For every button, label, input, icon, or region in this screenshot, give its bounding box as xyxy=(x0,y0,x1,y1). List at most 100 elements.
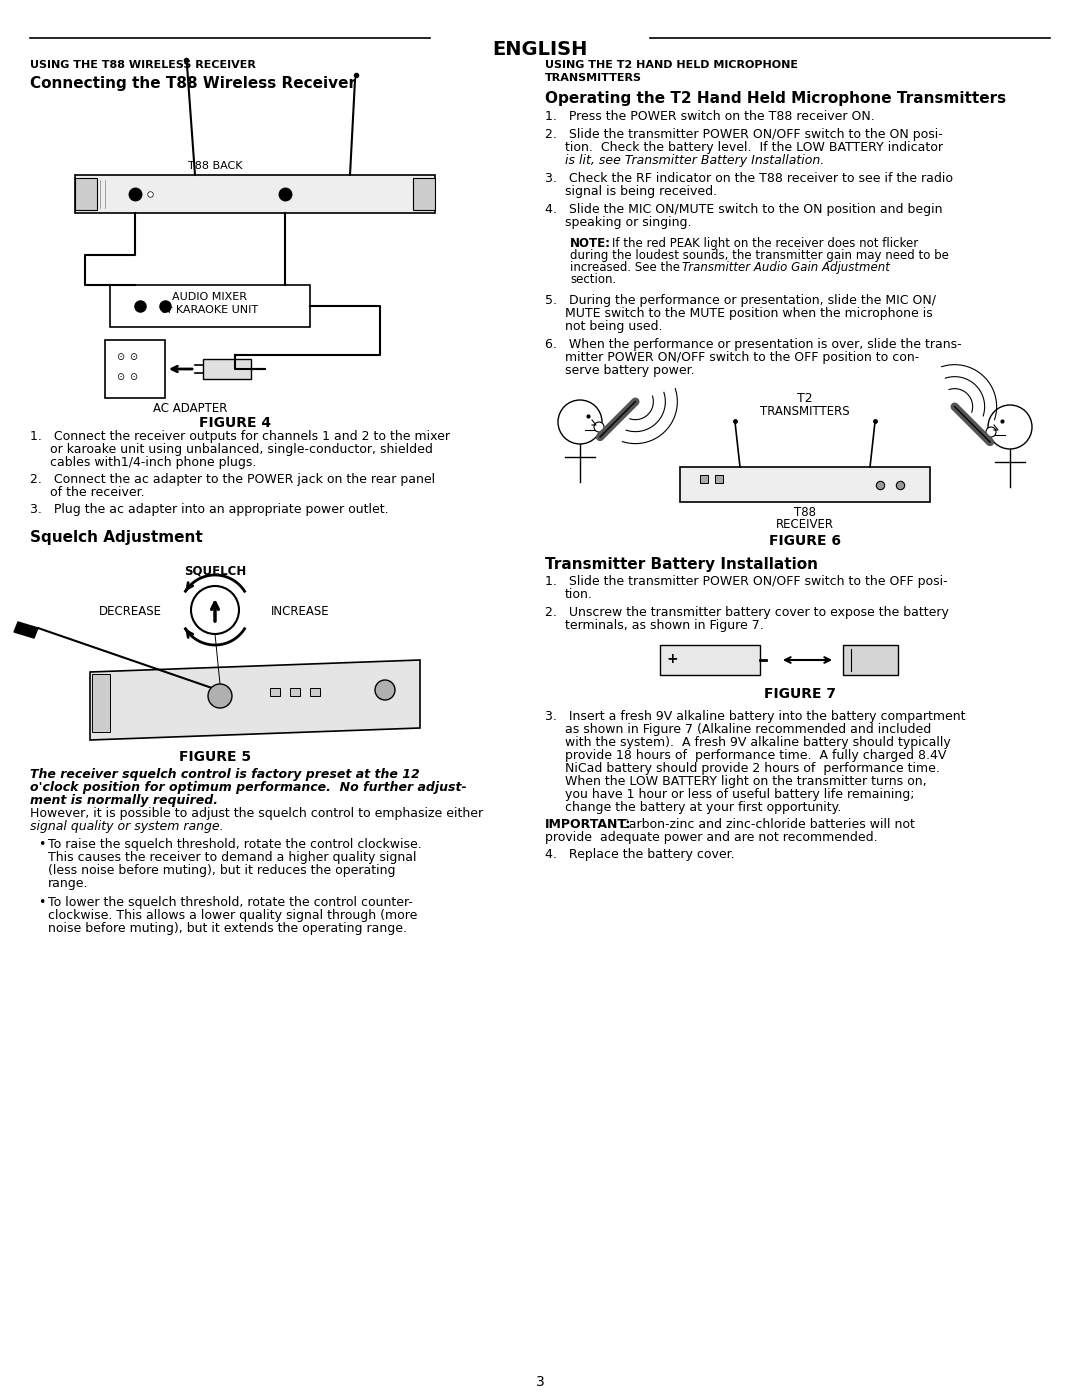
Text: provide  adequate power and are not recommended.: provide adequate power and are not recom… xyxy=(545,831,878,844)
Text: Transmitter Battery Installation: Transmitter Battery Installation xyxy=(545,557,818,571)
Text: provide 18 hours of  performance time.  A fully charged 8.4V: provide 18 hours of performance time. A … xyxy=(565,749,946,761)
Text: 6.   When the performance or presentation is over, slide the trans-: 6. When the performance or presentation … xyxy=(545,338,961,351)
Text: AUDIO MIXER: AUDIO MIXER xyxy=(173,292,247,302)
Text: you have 1 hour or less of useful battery life remaining;: you have 1 hour or less of useful batter… xyxy=(565,788,915,800)
Circle shape xyxy=(594,422,604,432)
Bar xyxy=(291,687,300,696)
Text: USING THE T2 HAND HELD MICROPHONE: USING THE T2 HAND HELD MICROPHONE xyxy=(545,60,798,70)
Text: Carbon-zinc and zinc-chloride batteries will not: Carbon-zinc and zinc-chloride batteries … xyxy=(620,819,915,831)
Text: Operating the T2 Hand Held Microphone Transmitters: Operating the T2 Hand Held Microphone Tr… xyxy=(545,91,1007,106)
Text: terminals, as shown in Figure 7.: terminals, as shown in Figure 7. xyxy=(565,619,764,631)
Text: ⊙: ⊙ xyxy=(129,372,137,381)
Text: 3: 3 xyxy=(536,1375,544,1389)
Text: signal is being received.: signal is being received. xyxy=(565,184,717,198)
Text: SQUELCH: SQUELCH xyxy=(184,564,246,578)
Circle shape xyxy=(986,427,996,437)
Text: or KARAOKE UNIT: or KARAOKE UNIT xyxy=(161,305,258,314)
Text: To lower the squelch threshold, rotate the control counter-: To lower the squelch threshold, rotate t… xyxy=(48,895,413,909)
Text: 3.   Plug the ac adapter into an appropriate power outlet.: 3. Plug the ac adapter into an appropria… xyxy=(30,503,389,515)
Text: FIGURE 6: FIGURE 6 xyxy=(769,534,841,548)
Text: 5.   During the performance or presentation, slide the MIC ON/: 5. During the performance or presentatio… xyxy=(545,293,936,307)
Text: of the receiver.: of the receiver. xyxy=(50,486,145,499)
Text: or karoake unit using unbalanced, single-conductor, shielded: or karoake unit using unbalanced, single… xyxy=(50,443,433,455)
Text: 2.   Connect the ac adapter to the POWER jack on the rear panel: 2. Connect the ac adapter to the POWER j… xyxy=(30,474,435,486)
Bar xyxy=(680,467,930,502)
Text: ⊙: ⊙ xyxy=(129,352,137,362)
Text: 2.   Slide the transmitter POWER ON/OFF switch to the ON posi-: 2. Slide the transmitter POWER ON/OFF sw… xyxy=(545,129,943,141)
Bar xyxy=(270,687,280,696)
Text: DECREASE: DECREASE xyxy=(98,605,162,617)
Text: TRANSMITTERS: TRANSMITTERS xyxy=(760,405,850,418)
Bar xyxy=(75,175,435,212)
Text: TRANSMITTERS: TRANSMITTERS xyxy=(545,73,642,82)
Text: If the red PEAK light on the receiver does not flicker: If the red PEAK light on the receiver do… xyxy=(612,237,918,250)
Text: T88: T88 xyxy=(794,506,816,520)
Text: change the battery at your first opportunity.: change the battery at your first opportu… xyxy=(565,800,841,814)
Text: 2.   Unscrew the transmitter battery cover to expose the battery: 2. Unscrew the transmitter battery cover… xyxy=(545,606,949,619)
Text: However, it is possible to adjust the squelch control to emphasize either: However, it is possible to adjust the sq… xyxy=(30,807,483,820)
Text: as shown in Figure 7 (Alkaline recommended and included: as shown in Figure 7 (Alkaline recommend… xyxy=(565,724,931,736)
Text: 1.   Slide the transmitter POWER ON/OFF switch to the OFF posi-: 1. Slide the transmitter POWER ON/OFF sw… xyxy=(545,576,947,588)
Text: USING THE T88 WIRELESS RECEIVER: USING THE T88 WIRELESS RECEIVER xyxy=(30,60,256,70)
Text: serve battery power.: serve battery power. xyxy=(565,365,694,377)
Polygon shape xyxy=(90,659,420,740)
Bar xyxy=(700,475,708,483)
Text: 4.   Slide the MIC ON/MUTE switch to the ON position and begin: 4. Slide the MIC ON/MUTE switch to the O… xyxy=(545,203,943,217)
Bar xyxy=(203,359,251,379)
Text: ⊙: ⊙ xyxy=(116,352,124,362)
Text: T2: T2 xyxy=(797,393,813,405)
Bar xyxy=(413,177,435,210)
Text: mitter POWER ON/OFF switch to the OFF position to con-: mitter POWER ON/OFF switch to the OFF po… xyxy=(565,351,919,365)
Text: (less noise before muting), but it reduces the operating: (less noise before muting), but it reduc… xyxy=(48,863,395,877)
Bar xyxy=(75,177,97,210)
Circle shape xyxy=(558,400,602,444)
Text: IMPORTANT:: IMPORTANT: xyxy=(545,819,632,831)
Text: T88 BACK: T88 BACK xyxy=(188,161,242,170)
Circle shape xyxy=(208,685,232,708)
Text: 3.   Check the RF indicator on the T88 receiver to see if the radio: 3. Check the RF indicator on the T88 rec… xyxy=(545,172,953,184)
Bar xyxy=(110,285,310,327)
Text: section.: section. xyxy=(570,272,617,286)
Text: is lit, see Transmitter Battery Installation.: is lit, see Transmitter Battery Installa… xyxy=(565,154,824,168)
Text: NiCad battery should provide 2 hours of  performance time.: NiCad battery should provide 2 hours of … xyxy=(565,761,940,775)
Text: speaking or singing.: speaking or singing. xyxy=(565,217,691,229)
Text: This causes the receiver to demand a higher quality signal: This causes the receiver to demand a hig… xyxy=(48,851,417,863)
Bar xyxy=(715,475,723,483)
Bar xyxy=(310,687,320,696)
Text: during the loudest sounds, the transmitter gain may need to be: during the loudest sounds, the transmitt… xyxy=(570,249,949,263)
Text: not being used.: not being used. xyxy=(565,320,662,332)
Text: ment is normally required.: ment is normally required. xyxy=(30,793,218,807)
Text: signal quality or system range.: signal quality or system range. xyxy=(30,820,224,833)
Text: MUTE switch to the MUTE position when the microphone is: MUTE switch to the MUTE position when th… xyxy=(565,307,933,320)
Circle shape xyxy=(375,680,395,700)
Text: To raise the squelch threshold, rotate the control clockwise.: To raise the squelch threshold, rotate t… xyxy=(48,838,422,851)
Text: Connecting the T88 Wireless Receiver: Connecting the T88 Wireless Receiver xyxy=(30,75,356,91)
Text: ENGLISH: ENGLISH xyxy=(492,41,588,59)
Text: noise before muting), but it extends the operating range.: noise before muting), but it extends the… xyxy=(48,922,407,935)
Text: +: + xyxy=(666,652,678,666)
Text: FIGURE 7: FIGURE 7 xyxy=(764,687,836,701)
Text: When the LOW BATTERY light on the transmitter turns on,: When the LOW BATTERY light on the transm… xyxy=(565,775,927,788)
Circle shape xyxy=(191,585,239,634)
Text: ⊙: ⊙ xyxy=(116,372,124,381)
Text: increased. See the: increased. See the xyxy=(570,261,684,274)
Text: 1.   Press the POWER switch on the T88 receiver ON.: 1. Press the POWER switch on the T88 rec… xyxy=(545,110,875,123)
Text: Transmitter Audio Gain Adjustment: Transmitter Audio Gain Adjustment xyxy=(681,261,890,274)
Text: clockwise. This allows a lower quality signal through (more: clockwise. This allows a lower quality s… xyxy=(48,909,417,922)
Text: tion.: tion. xyxy=(565,588,593,601)
Bar xyxy=(92,673,110,732)
Polygon shape xyxy=(14,622,38,638)
Text: 1.   Connect the receiver outputs for channels 1 and 2 to the mixer: 1. Connect the receiver outputs for chan… xyxy=(30,430,450,443)
Text: FIGURE 5: FIGURE 5 xyxy=(179,750,251,764)
Text: •: • xyxy=(38,838,45,851)
Text: INCREASE: INCREASE xyxy=(271,605,329,617)
Bar xyxy=(105,339,165,398)
Text: AC ADAPTER: AC ADAPTER xyxy=(152,402,227,415)
Circle shape xyxy=(988,405,1032,448)
Text: o'clock position for optimum performance.  No further adjust-: o'clock position for optimum performance… xyxy=(30,781,467,793)
Text: tion.  Check the battery level.  If the LOW BATTERY indicator: tion. Check the battery level. If the LO… xyxy=(565,141,943,154)
Text: 3.   Insert a fresh 9V alkaline battery into the battery compartment: 3. Insert a fresh 9V alkaline battery in… xyxy=(545,710,966,724)
Text: with the system).  A fresh 9V alkaline battery should typically: with the system). A fresh 9V alkaline ba… xyxy=(565,736,950,749)
Text: The receiver squelch control is factory preset at the 12: The receiver squelch control is factory … xyxy=(30,768,420,781)
Text: cables with1/4-inch phone plugs.: cables with1/4-inch phone plugs. xyxy=(50,455,256,469)
